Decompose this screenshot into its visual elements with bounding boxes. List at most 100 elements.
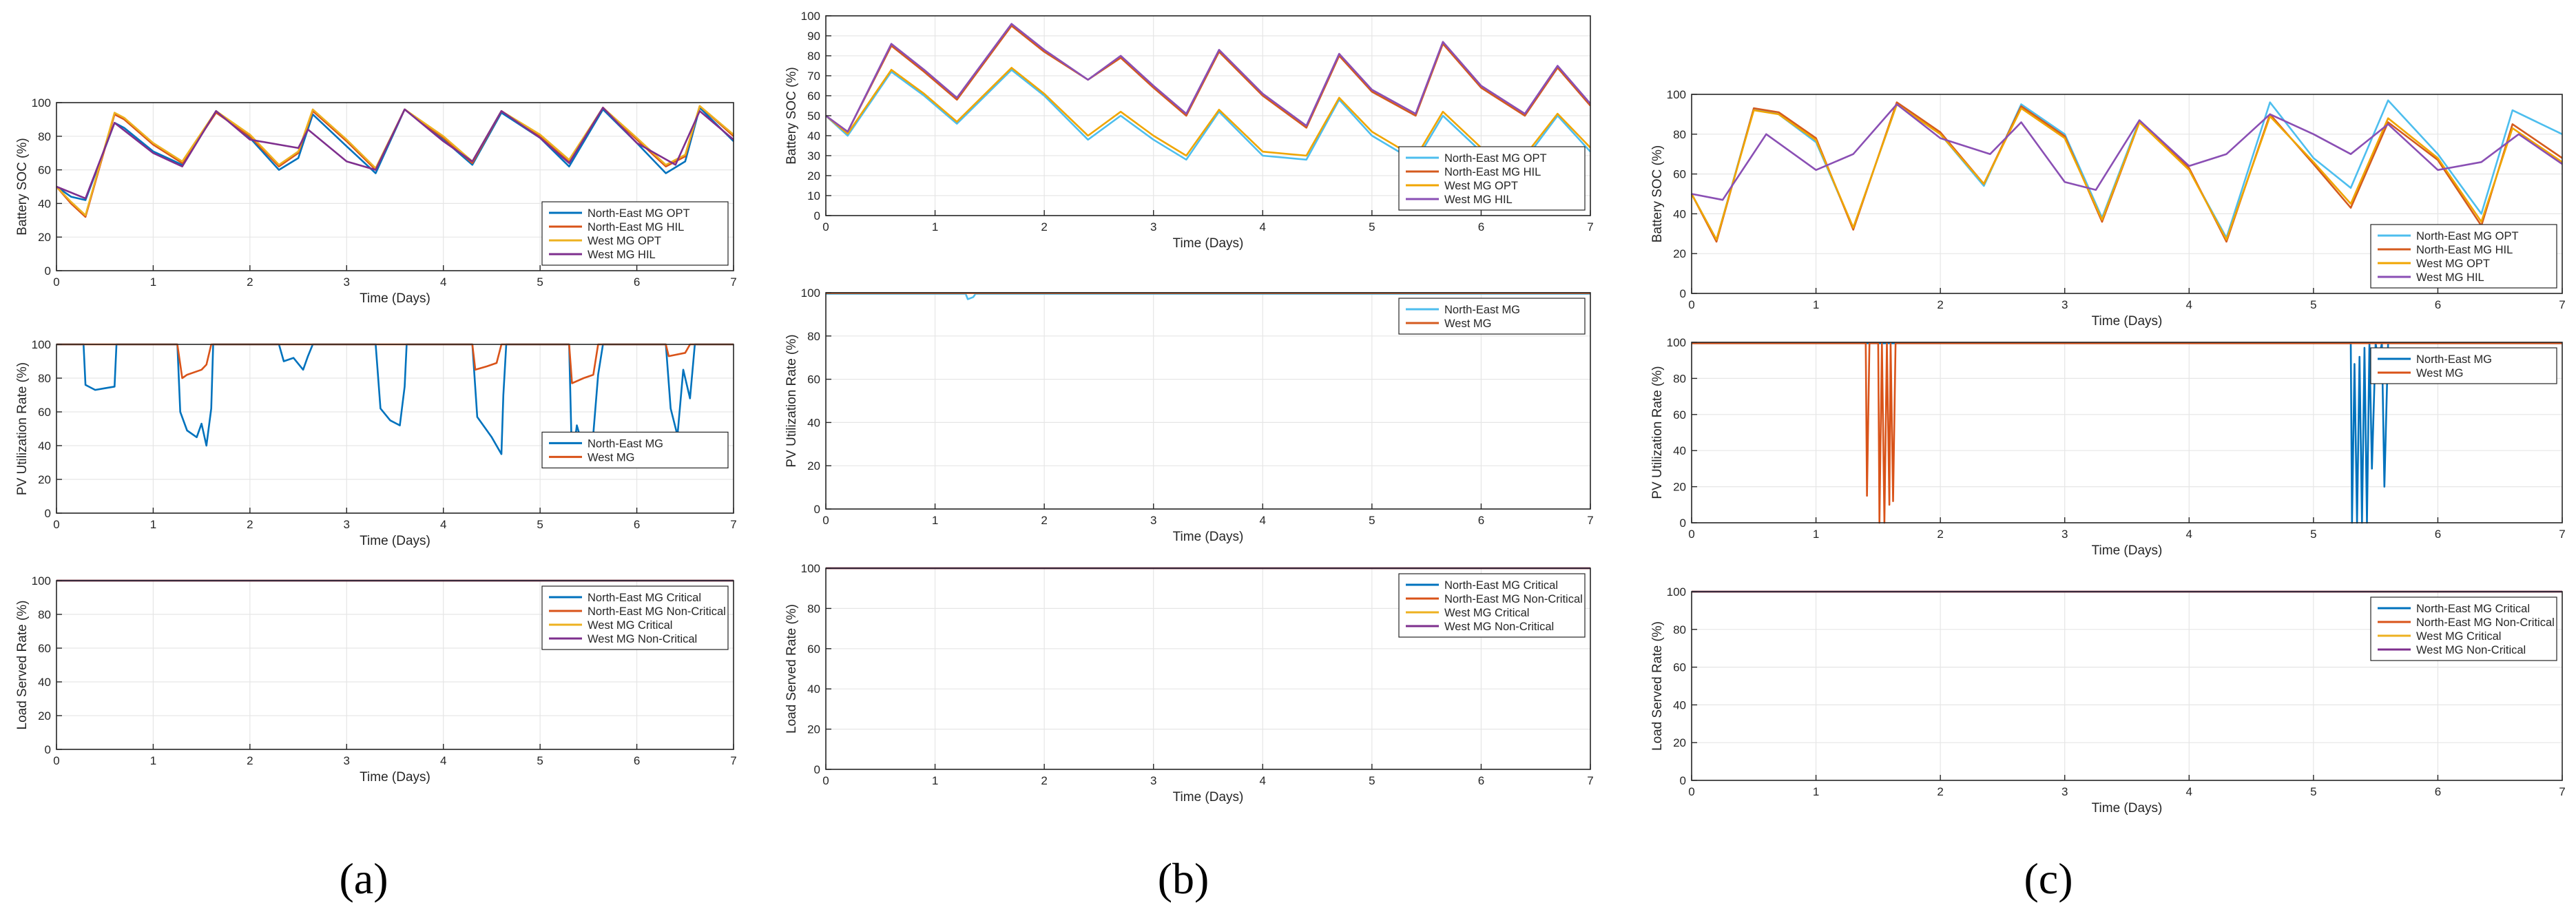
series-line-north-east-mg-hil — [1690, 101, 2563, 243]
y-tick-label: 60 — [1673, 408, 1686, 422]
legend-entry: North-East MG Non-Critical — [588, 605, 726, 618]
x-tick-label: 7 — [2559, 785, 2565, 798]
x-axis-label: Time (Days) — [1173, 790, 1244, 804]
y-tick-label: 70 — [807, 70, 820, 83]
x-tick-label: 1 — [150, 276, 156, 289]
y-axis-label: PV Utilization Rate (%) — [785, 334, 799, 467]
y-tick-label: 0 — [814, 209, 820, 222]
y-tick-label: 20 — [807, 169, 820, 183]
x-tick-label: 0 — [822, 774, 829, 787]
x-axis-label: Time (Days) — [360, 770, 430, 785]
x-tick-label: 7 — [2559, 528, 2565, 541]
y-tick-label: 80 — [807, 330, 820, 343]
x-tick-label: 0 — [822, 220, 829, 233]
series-line-north-east-mg — [1692, 342, 2562, 524]
legend-entry: West MG — [1444, 318, 1491, 330]
legend-entry: North-East MG OPT — [2416, 230, 2519, 242]
legend-entry: West MG — [2416, 367, 2463, 380]
x-tick-label: 0 — [822, 514, 829, 527]
y-tick-label: 0 — [45, 743, 51, 756]
y-axis-label: PV Utilization Rate (%) — [1650, 366, 1665, 499]
x-tick-label: 3 — [344, 754, 350, 767]
legend-entry: North-East MG HIL — [2416, 244, 2513, 256]
y-tick-label: 60 — [1673, 168, 1686, 181]
y-tick-label: 60 — [38, 642, 51, 655]
x-axis-label: Time (Days) — [2092, 801, 2163, 816]
x-tick-label: 2 — [1937, 298, 1943, 311]
x-tick-label: 4 — [2186, 298, 2192, 311]
y-tick-label: 60 — [807, 643, 820, 656]
axes-box — [1691, 342, 2563, 523]
axes-box — [1691, 591, 2563, 781]
x-tick-label: 0 — [53, 276, 59, 289]
axes-box — [56, 580, 734, 750]
chart-a-row1: 0 1 2 3 4 5 6 7 0 20 40 60 80 100 Time (Days) PV Utiliz… — [15, 338, 737, 548]
legend-entry: North-East MG Critical — [588, 592, 701, 604]
x-tick-label: 4 — [2186, 528, 2192, 541]
legend-entry: West MG HIL — [2416, 271, 2484, 284]
legend-entry: West MG Non-Critical — [1444, 621, 1554, 633]
x-tick-label: 2 — [1041, 220, 1047, 233]
y-tick-label: 50 — [807, 110, 820, 123]
x-tick-label: 7 — [1587, 774, 1593, 787]
y-tick-label: 20 — [807, 459, 820, 472]
legend: North-East MG West MG — [1398, 298, 1586, 335]
legend-entry: North-East MG — [1444, 304, 1520, 316]
x-tick-label: 7 — [1587, 514, 1593, 527]
y-axis-label: Battery SOC (%) — [15, 138, 30, 235]
y-tick-label: 0 — [814, 763, 820, 776]
x-tick-label: 7 — [730, 754, 736, 767]
y-tick-label: 100 — [801, 562, 820, 575]
chart-c-row2: 0 1 2 3 4 5 6 7 0 20 40 60 80 100 Time (Days) Load Serv… — [1650, 585, 2566, 816]
y-tick-label: 60 — [38, 164, 51, 177]
y-tick-label: 100 — [32, 96, 51, 110]
x-tick-label: 3 — [344, 518, 350, 531]
x-tick-label: 6 — [2435, 785, 2441, 798]
x-tick-label: 1 — [932, 514, 938, 527]
x-tick-label: 3 — [2061, 785, 2068, 798]
chart-b-row2: 0 1 2 3 4 5 6 7 0 20 40 60 80 100 Time (Days) Load Serv… — [785, 562, 1594, 804]
x-tick-label: 0 — [1688, 298, 1694, 311]
y-tick-label: 40 — [38, 197, 51, 210]
legend-entry: West MG HIL — [1444, 194, 1513, 206]
axes-box — [825, 568, 1591, 770]
y-tick-label: 80 — [38, 608, 51, 621]
y-tick-label: 60 — [807, 90, 820, 103]
x-axis-label: Time (Days) — [2092, 314, 2163, 329]
series-line-north-east-mg-hil — [56, 105, 734, 218]
y-tick-label: 20 — [1673, 481, 1686, 494]
y-tick-label: 0 — [1680, 517, 1686, 530]
x-tick-label: 3 — [2061, 528, 2068, 541]
legend-entry: West MG Non-Critical — [588, 633, 697, 645]
series-line-west-mg-opt — [1690, 103, 2563, 241]
x-tick-label: 5 — [1369, 514, 1375, 527]
y-tick-label: 20 — [1673, 736, 1686, 749]
y-tick-label: 20 — [1673, 247, 1686, 260]
legend-box — [1398, 298, 1586, 335]
x-tick-label: 1 — [1813, 298, 1819, 311]
y-tick-label: 100 — [801, 10, 820, 23]
chart-a-row0: 0 1 2 3 4 5 6 7 0 20 40 60 80 100 Time (Days) Battery S… — [15, 96, 737, 306]
y-tick-label: 60 — [807, 373, 820, 386]
legend-entry: North-East MG Non-Critical — [1444, 593, 1583, 605]
y-axis-label: Battery SOC (%) — [785, 67, 799, 164]
legend-entry: North-East MG — [588, 437, 663, 450]
chart-c-row1: 0 1 2 3 4 5 6 7 0 20 40 60 80 100 Time (Days) PV Utiliz… — [1650, 336, 2566, 558]
y-tick-label: 0 — [45, 264, 51, 278]
series-line-north-east-mg-opt — [825, 69, 1591, 163]
x-tick-label: 1 — [150, 518, 156, 531]
series-line-west-mg-hil — [56, 107, 734, 200]
x-tick-label: 2 — [1937, 528, 1943, 541]
y-tick-label: 40 — [1673, 207, 1686, 220]
x-tick-label: 5 — [2310, 785, 2316, 798]
x-tick-label: 3 — [2061, 298, 2068, 311]
y-tick-label: 0 — [814, 503, 820, 516]
axes-box — [825, 292, 1591, 510]
y-tick-label: 100 — [32, 574, 51, 588]
y-tick-label: 100 — [1667, 336, 1686, 349]
